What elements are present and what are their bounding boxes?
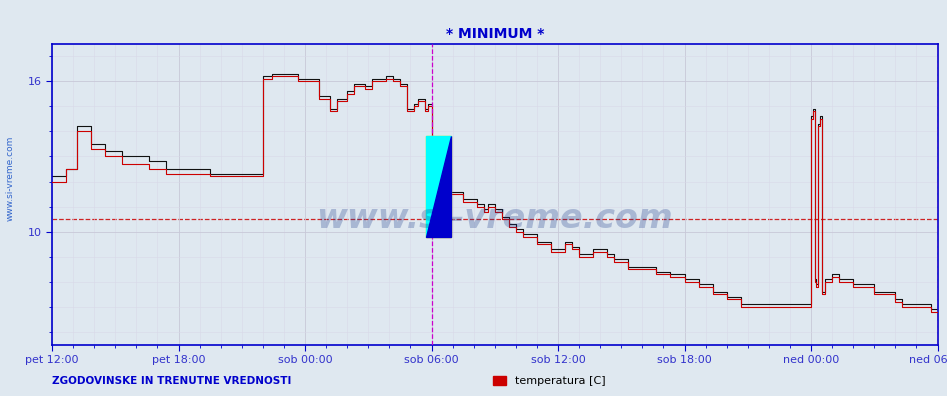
Bar (426, 136, 451, 237)
Text: www.si-vreme.com: www.si-vreme.com (6, 135, 15, 221)
Polygon shape (426, 136, 451, 237)
Title: * MINIMUM *: * MINIMUM * (446, 27, 544, 41)
Text: ZGODOVINSKE IN TRENUTNE VREDNOSTI: ZGODOVINSKE IN TRENUTNE VREDNOSTI (52, 376, 292, 386)
Polygon shape (426, 136, 451, 237)
Text: www.si-vreme.com: www.si-vreme.com (316, 202, 673, 234)
Legend: temperatura [C]: temperatura [C] (489, 371, 610, 390)
